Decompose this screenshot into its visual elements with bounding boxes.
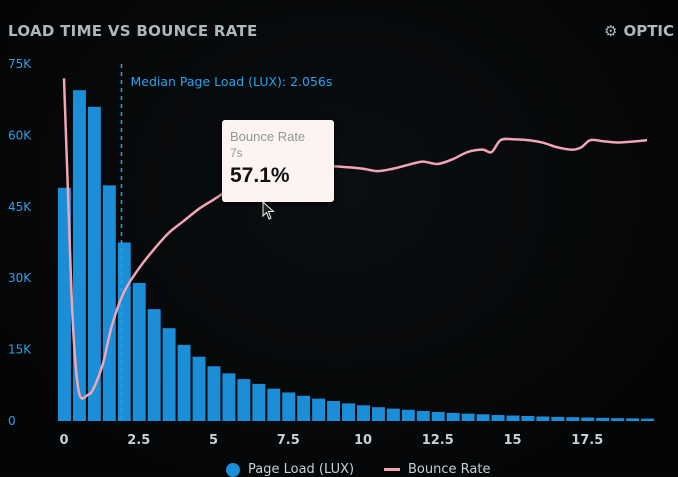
bar[interactable] [551,416,565,421]
bar[interactable] [401,409,415,421]
bar[interactable] [626,418,640,421]
legend-item-bounce-rate[interactable]: Bounce Rate [384,462,490,477]
bar[interactable] [566,417,580,421]
x-tick-label: 10 [354,433,372,448]
median-label: Median Page Load (LUX): 2.056s [130,74,332,89]
tooltip-value: 57.1% [230,164,290,187]
bar[interactable] [506,415,520,421]
x-tick-label: 5 [209,433,218,448]
bar[interactable] [87,106,101,421]
y-tick-label: 0 [8,414,16,428]
bar[interactable] [267,388,281,421]
bar[interactable] [207,366,221,421]
bar[interactable] [147,309,161,421]
bar[interactable] [297,395,311,421]
bar[interactable] [102,185,116,421]
bar[interactable] [416,411,430,421]
bar[interactable] [476,414,490,421]
bar[interactable] [596,417,610,421]
chart-title: LOAD TIME VS BOUNCE RATE [8,22,258,40]
y-tick-label: 30K [8,271,32,285]
bar[interactable] [536,416,550,421]
x-tick-label: 7.5 [277,433,300,448]
gear-icon: ⚙ [604,22,618,40]
tooltip-title: Bounce Rate [230,129,306,144]
bar[interactable] [312,398,326,421]
bar[interactable] [192,356,206,421]
y-tick-label: 60K [8,128,32,142]
bar[interactable] [611,418,625,421]
mouse-cursor-icon [262,200,276,226]
x-tick-label: 12.5 [422,433,454,448]
bar[interactable] [72,90,86,422]
legend-label-bounce-rate: Bounce Rate [408,462,491,477]
x-tick-label: 17.5 [571,433,603,448]
tooltip: Bounce Rate 7s 57.1% [222,120,334,202]
chart-header: LOAD TIME VS BOUNCE RATE ⚙ OPTIC [8,22,678,46]
bar[interactable] [357,405,370,421]
y-tick-label: 15K [8,343,32,357]
legend-label-page-load: Page Load (LUX) [248,462,355,477]
x-axis: 0 2.5 5 7.5 10 12.5 15 17.5 [59,433,603,448]
chart-legend: Page Load (LUX) Bounce Rate [226,462,526,477]
y-axis: 0 15K 30K 45K 60K 75K [8,57,32,428]
bar[interactable] [521,416,535,421]
bar[interactable] [371,407,385,421]
bar[interactable] [117,242,131,422]
x-tick-label: 15 [503,433,521,448]
bar[interactable] [431,411,445,421]
bar[interactable] [237,379,251,421]
legend-marker-bounce-rate [384,468,400,471]
bar[interactable] [132,282,146,421]
x-tick-label: 0 [59,433,68,448]
options-label: OPTIC [623,22,675,40]
bar[interactable] [58,187,71,421]
options-button[interactable]: ⚙ OPTIC [604,22,674,40]
tooltip-x-value: 7s [230,146,243,160]
legend-marker-page-load [226,462,240,477]
bar[interactable] [327,401,341,421]
bar[interactable] [177,344,191,421]
bar[interactable] [641,418,654,421]
bar[interactable] [162,328,176,421]
bar[interactable] [491,415,505,421]
legend-item-page-load[interactable]: Page Load (LUX) [226,462,354,477]
bar[interactable] [252,383,266,421]
y-tick-label: 45K [8,200,32,214]
bar[interactable] [222,373,236,421]
bar[interactable] [461,413,475,421]
y-tick-label: 75K [8,57,32,71]
bar[interactable] [446,412,460,421]
bar[interactable] [342,403,355,421]
bar[interactable] [386,408,400,421]
bar[interactable] [282,392,296,421]
x-tick-label: 2.5 [127,433,150,448]
bar[interactable] [581,417,595,421]
